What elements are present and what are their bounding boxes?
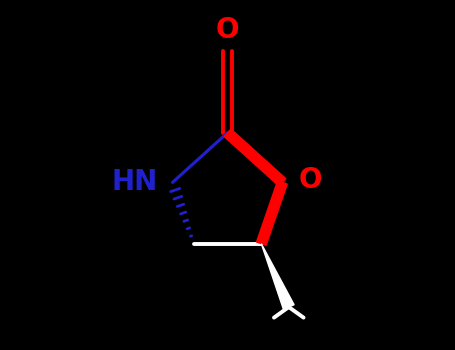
Text: HN: HN bbox=[111, 168, 158, 196]
Text: O: O bbox=[216, 16, 239, 44]
Polygon shape bbox=[224, 129, 286, 186]
Polygon shape bbox=[261, 244, 294, 309]
Polygon shape bbox=[257, 181, 287, 245]
Text: O: O bbox=[298, 166, 322, 194]
